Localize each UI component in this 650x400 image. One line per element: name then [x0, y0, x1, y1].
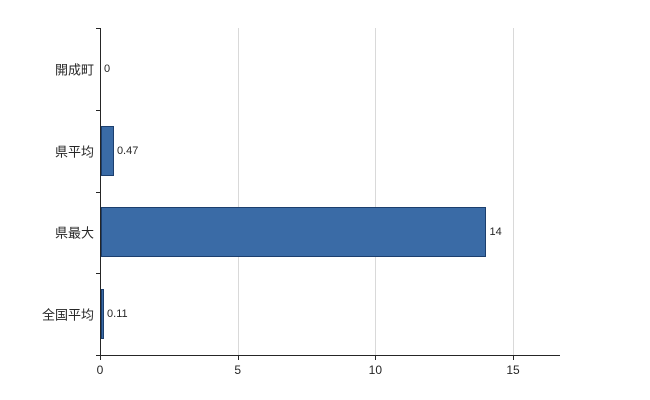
value-label: 14 — [489, 226, 502, 239]
x-tick-label: 5 — [234, 363, 241, 377]
value-label: 0.11 — [107, 308, 128, 321]
y-axis-tick — [96, 355, 100, 356]
bar — [101, 125, 114, 176]
value-label: 0.47 — [116, 144, 139, 157]
x-axis-tick — [375, 356, 377, 360]
y-axis-tick — [96, 273, 100, 275]
category-label: 全国平均 — [41, 307, 94, 323]
bar — [101, 207, 487, 258]
y-axis-line — [100, 28, 101, 355]
x-axis-tick — [513, 356, 514, 360]
gridline — [513, 28, 514, 355]
y-axis-tick — [96, 191, 100, 193]
category-label: 県最大 — [54, 225, 94, 241]
y-axis-tick — [96, 109, 100, 111]
x-tick-label: 0 — [96, 363, 104, 377]
x-tick-label: 15 — [506, 363, 520, 377]
x-axis-tick — [100, 356, 101, 360]
y-axis-tick — [96, 28, 100, 29]
x-tick-label: 10 — [368, 363, 383, 377]
x-axis-tick — [237, 356, 239, 360]
category-label: 開成町 — [54, 62, 94, 78]
value-label: 0 — [104, 62, 111, 75]
bar — [101, 289, 105, 340]
category-label: 県平均 — [54, 144, 94, 160]
x-axis-line — [100, 355, 560, 356]
gridline — [375, 28, 377, 355]
gridline — [237, 28, 239, 355]
